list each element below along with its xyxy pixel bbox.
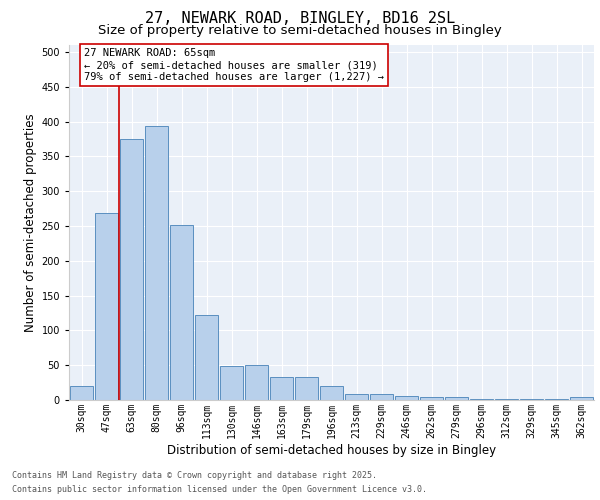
Text: 27, NEWARK ROAD, BINGLEY, BD16 2SL: 27, NEWARK ROAD, BINGLEY, BD16 2SL bbox=[145, 11, 455, 26]
Text: 27 NEWARK ROAD: 65sqm
← 20% of semi-detached houses are smaller (319)
79% of sem: 27 NEWARK ROAD: 65sqm ← 20% of semi-deta… bbox=[84, 48, 384, 82]
Bar bbox=[370, 394, 393, 400]
Bar bbox=[170, 224, 193, 400]
Bar bbox=[220, 366, 243, 400]
Y-axis label: Number of semi-detached properties: Number of semi-detached properties bbox=[24, 113, 37, 332]
Text: Contains HM Land Registry data © Crown copyright and database right 2025.: Contains HM Land Registry data © Crown c… bbox=[12, 471, 377, 480]
Bar bbox=[420, 397, 443, 400]
Bar bbox=[120, 139, 143, 400]
Bar bbox=[495, 398, 518, 400]
Bar bbox=[195, 315, 218, 400]
Text: Size of property relative to semi-detached houses in Bingley: Size of property relative to semi-detach… bbox=[98, 24, 502, 37]
X-axis label: Distribution of semi-detached houses by size in Bingley: Distribution of semi-detached houses by … bbox=[167, 444, 496, 456]
Text: Contains public sector information licensed under the Open Government Licence v3: Contains public sector information licen… bbox=[12, 485, 427, 494]
Bar bbox=[470, 398, 493, 400]
Bar bbox=[145, 126, 168, 400]
Bar bbox=[270, 377, 293, 400]
Bar bbox=[445, 397, 468, 400]
Bar bbox=[345, 394, 368, 400]
Bar bbox=[295, 377, 318, 400]
Bar bbox=[320, 386, 343, 400]
Bar bbox=[70, 386, 93, 400]
Bar bbox=[245, 365, 268, 400]
Bar bbox=[395, 396, 418, 400]
Bar bbox=[570, 396, 593, 400]
Bar bbox=[95, 214, 118, 400]
